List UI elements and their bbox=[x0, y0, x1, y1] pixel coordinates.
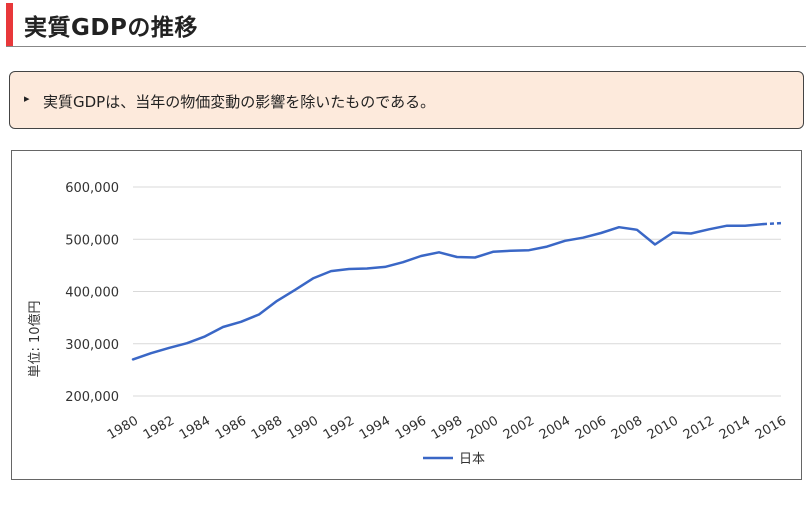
series-line-japan-projected bbox=[762, 221, 782, 226]
x-tick-label: 2012 bbox=[681, 413, 717, 443]
y-tick-label: 400,000 bbox=[65, 286, 119, 301]
x-tick-label: 2010 bbox=[645, 413, 681, 443]
series-line-japan bbox=[131, 222, 765, 361]
x-tick-label: 1992 bbox=[321, 413, 357, 443]
note-box: ▸ 実質GDPは、当年の物価変動の影響を除いたものである。 bbox=[9, 71, 804, 129]
legend: 日本 bbox=[423, 452, 485, 467]
note-text: 実質GDPは、当年の物価変動の影響を除いたものである。 bbox=[43, 93, 436, 111]
legend-label: 日本 bbox=[459, 452, 485, 467]
x-tick-label: 1980 bbox=[105, 413, 141, 443]
header-accent-bar bbox=[6, 3, 13, 46]
x-tick-labels: 1980 1982 1984 1986 1988 1990 1992 1994 1996 1998… bbox=[105, 413, 789, 443]
x-tick-label: 1998 bbox=[429, 413, 465, 443]
series-lines bbox=[131, 221, 782, 361]
x-tick-label: 2008 bbox=[609, 413, 645, 443]
header: 実質GDPの推移 bbox=[0, 0, 812, 48]
y-tick-labels: 200,000 300,000 400,000 500,000 600,000 bbox=[65, 181, 119, 405]
x-tick-label: 2006 bbox=[573, 413, 609, 443]
x-tick-label: 1986 bbox=[213, 413, 249, 443]
page-title: 実質GDPの推移 bbox=[24, 15, 198, 41]
chart-frame: 200,000 300,000 400,000 500,000 600,000 1980… bbox=[11, 150, 802, 480]
x-tick-label: 2016 bbox=[753, 413, 789, 443]
y-tick-label: 300,000 bbox=[65, 338, 119, 353]
x-tick-label: 1988 bbox=[249, 413, 285, 443]
y-tick-label: 500,000 bbox=[65, 233, 119, 248]
y-tick-label: 600,000 bbox=[65, 181, 119, 196]
y-tick-label: 200,000 bbox=[65, 390, 119, 405]
x-tick-label: 2014 bbox=[717, 413, 753, 443]
x-tick-label: 1994 bbox=[357, 413, 393, 443]
header-divider bbox=[6, 46, 806, 47]
x-tick-label: 1996 bbox=[393, 413, 429, 443]
x-tick-label: 2004 bbox=[537, 413, 573, 443]
x-tick-label: 1990 bbox=[285, 413, 321, 443]
grid-lines bbox=[133, 186, 781, 397]
bullet-arrow-icon: ▸ bbox=[24, 92, 30, 105]
x-tick-label: 2000 bbox=[465, 413, 501, 443]
y-axis-label: 単位: 10億円 bbox=[27, 300, 43, 377]
x-tick-label: 1982 bbox=[141, 413, 177, 443]
x-tick-label: 2002 bbox=[501, 413, 537, 443]
gdp-line-chart: 200,000 300,000 400,000 500,000 600,000 1980… bbox=[27, 181, 789, 467]
x-tick-label: 1984 bbox=[177, 413, 213, 443]
